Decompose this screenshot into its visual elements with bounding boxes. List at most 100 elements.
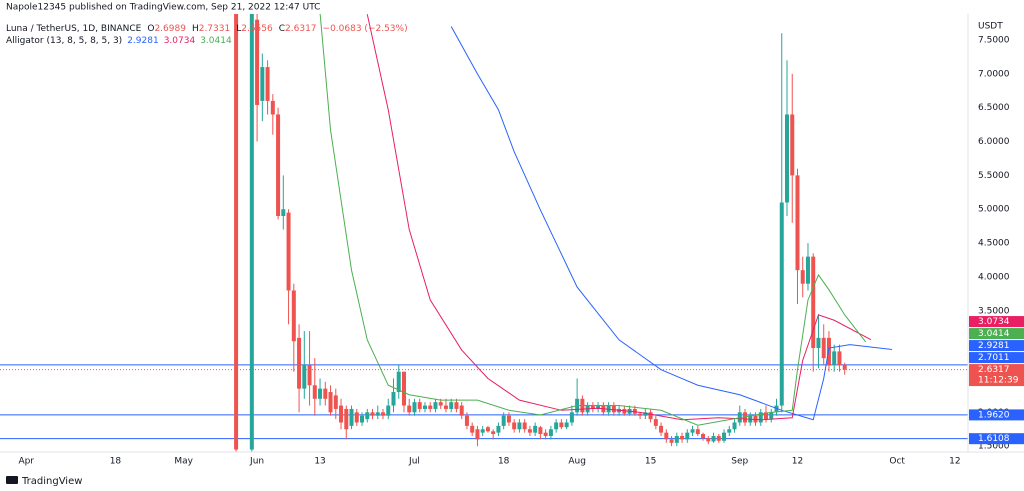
candle-body	[417, 402, 422, 409]
y-tick-label: 5.5000	[978, 171, 1010, 181]
candle-body	[396, 371, 401, 393]
price-label-box	[969, 316, 1024, 328]
ohlc-value: 2.6317	[285, 24, 317, 34]
candle-body	[632, 408, 637, 414]
candle-body	[422, 405, 427, 409]
candle-body	[281, 209, 286, 217]
candle-body	[727, 429, 732, 433]
candle-body	[758, 412, 763, 423]
x-tick-label: Jun	[249, 457, 264, 467]
y-tick-label: 7.5000	[978, 35, 1010, 45]
candle-body	[543, 432, 548, 437]
candle-body	[701, 433, 706, 439]
candle-body	[433, 402, 438, 409]
candle-body	[842, 365, 847, 370]
price-label: 1.6108	[978, 434, 1010, 444]
candle-body	[249, 14, 254, 450]
ohlc-key: O	[147, 24, 154, 34]
candle-body	[559, 422, 564, 428]
candle-body	[454, 402, 459, 409]
candle-body	[506, 415, 511, 423]
candle-body	[811, 256, 816, 349]
logo	[6, 476, 18, 484]
candle-body	[685, 432, 690, 440]
candle-body	[716, 436, 721, 441]
candle-body	[491, 431, 496, 434]
candle-body	[638, 413, 643, 416]
candle-body	[517, 422, 522, 430]
candle-body	[464, 415, 469, 426]
candle-body	[832, 351, 837, 365]
indicator-name: Alligator (13, 8, 5, 8, 5, 3)	[6, 36, 122, 46]
ohlc-value: 2.7331	[199, 24, 231, 34]
change: −0.0683 (−2.53%)	[323, 24, 408, 34]
candle-body	[643, 412, 648, 416]
candle-body	[328, 392, 333, 413]
candle-body	[569, 412, 574, 423]
price-axis: 1.50002.00002.50003.00003.50004.00004.50…	[969, 35, 1024, 452]
legend: Luna / TetherUS, 1D, BINANCE O2.6989 H2.73…	[6, 24, 408, 46]
candle-body	[512, 422, 517, 430]
y-tick-label: 6.0000	[978, 137, 1010, 147]
candle-body	[428, 405, 433, 409]
candle-body	[438, 402, 443, 406]
candle-body	[480, 429, 485, 433]
candle-body	[538, 427, 543, 434]
y-axis-label: USDT	[978, 22, 1003, 32]
x-tick-label: 12	[949, 457, 960, 467]
candle-body	[790, 114, 795, 176]
candle-body	[291, 290, 296, 342]
price-label-box	[969, 340, 1024, 352]
candle-body	[234, 14, 239, 450]
countdown: 11:12:39	[978, 376, 1019, 386]
candle-body	[381, 412, 386, 416]
candle-body	[496, 425, 501, 433]
price-label-box	[969, 409, 1024, 421]
price-label: 3.0414	[978, 329, 1010, 339]
y-tick-label: 4.0000	[978, 272, 1010, 282]
alligator-line	[319, 14, 867, 426]
y-tick-label: 1.5000	[978, 442, 1010, 452]
ohlc-key: H	[192, 24, 199, 34]
candle-body	[485, 427, 490, 432]
candle-body	[339, 405, 344, 423]
footer: TradingView	[6, 476, 82, 487]
candle-body	[805, 256, 810, 284]
candle-body	[722, 432, 727, 441]
footer-text: TradingView	[21, 476, 82, 487]
candle-body	[412, 402, 417, 413]
x-tick-label: Apr	[18, 457, 34, 467]
candle-body	[784, 114, 789, 203]
candle-body	[475, 429, 480, 440]
candle-body	[270, 100, 275, 115]
candle-body	[837, 351, 842, 365]
candle-body	[276, 114, 281, 217]
price-label-box	[969, 433, 1024, 445]
candle-body	[386, 405, 391, 416]
x-tick-label: Sep	[731, 457, 748, 467]
x-tick-label: May	[174, 457, 193, 467]
ohlc-value: 2.6989	[154, 24, 186, 34]
x-tick-label: 15	[645, 457, 656, 467]
candle-body	[459, 405, 464, 416]
symbol: Luna / TetherUS, 1D, BINANCE	[6, 24, 142, 34]
candle-body	[821, 337, 826, 359]
ohlc-value: 2.5556	[241, 24, 273, 34]
y-tick-label: 3.5000	[978, 306, 1010, 316]
x-tick-label: Aug	[568, 457, 586, 467]
candle-body	[554, 422, 559, 430]
candle-body	[522, 422, 527, 430]
candle-body	[307, 364, 312, 386]
candle-body	[354, 412, 359, 423]
candle-body	[360, 415, 365, 423]
candle-body	[302, 364, 307, 389]
price-label: 1.9620	[978, 410, 1010, 420]
candle-body	[711, 436, 716, 442]
x-tick-label: 18	[110, 457, 122, 467]
candle-body	[286, 212, 291, 291]
alligator-line	[450, 26, 892, 421]
candle-body	[365, 412, 370, 420]
candle-body	[297, 337, 302, 389]
